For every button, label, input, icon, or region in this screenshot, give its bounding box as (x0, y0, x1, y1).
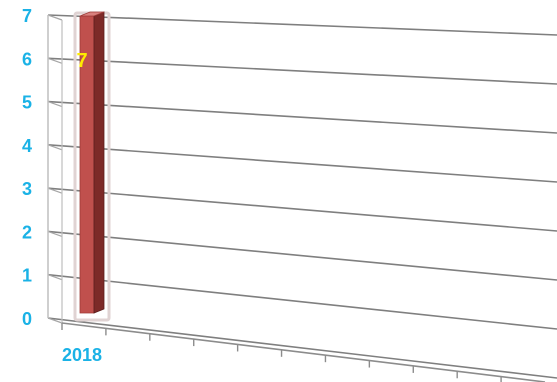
bar-data-label: 7 (76, 50, 87, 72)
y-tick-label: 5 (22, 93, 32, 113)
left-wall-depth-line (47, 274, 63, 281)
y-tick-label: 4 (22, 136, 32, 156)
labels: 0 1 2 3 4 5 6 7 7 2018 (22, 6, 102, 365)
gridline (47, 57, 557, 85)
left-wall-depth-line (47, 317, 63, 324)
left-wall-depth-line (47, 144, 63, 151)
left-wall-depth-line (47, 101, 63, 108)
gridline (47, 14, 557, 36)
y-tick-label: 2 (22, 222, 32, 242)
gridlines (47, 14, 557, 379)
y-tick-label: 3 (22, 179, 32, 199)
gridline (47, 187, 557, 232)
gridline (47, 230, 557, 281)
gridline (47, 317, 557, 379)
bar-2018-top (79, 11, 105, 17)
y-tick-label: 7 (22, 6, 32, 26)
left-wall-depth-line (47, 187, 63, 194)
left-wall-depth-line (47, 230, 63, 237)
y-tick-label: 6 (22, 49, 32, 69)
x-axis (61, 322, 546, 382)
gridline (47, 100, 557, 134)
y-tick-label: 0 (22, 309, 32, 329)
gridline (47, 144, 557, 183)
gridline (47, 273, 557, 330)
y-tick-label: 1 (22, 266, 32, 286)
x-tick-label: 2018 (62, 345, 102, 365)
left-wall-depth-line (47, 57, 63, 64)
left-wall-depth-line (47, 14, 63, 21)
bar-2018-side (93, 11, 105, 314)
bars (73, 11, 111, 322)
axes (47, 15, 546, 382)
